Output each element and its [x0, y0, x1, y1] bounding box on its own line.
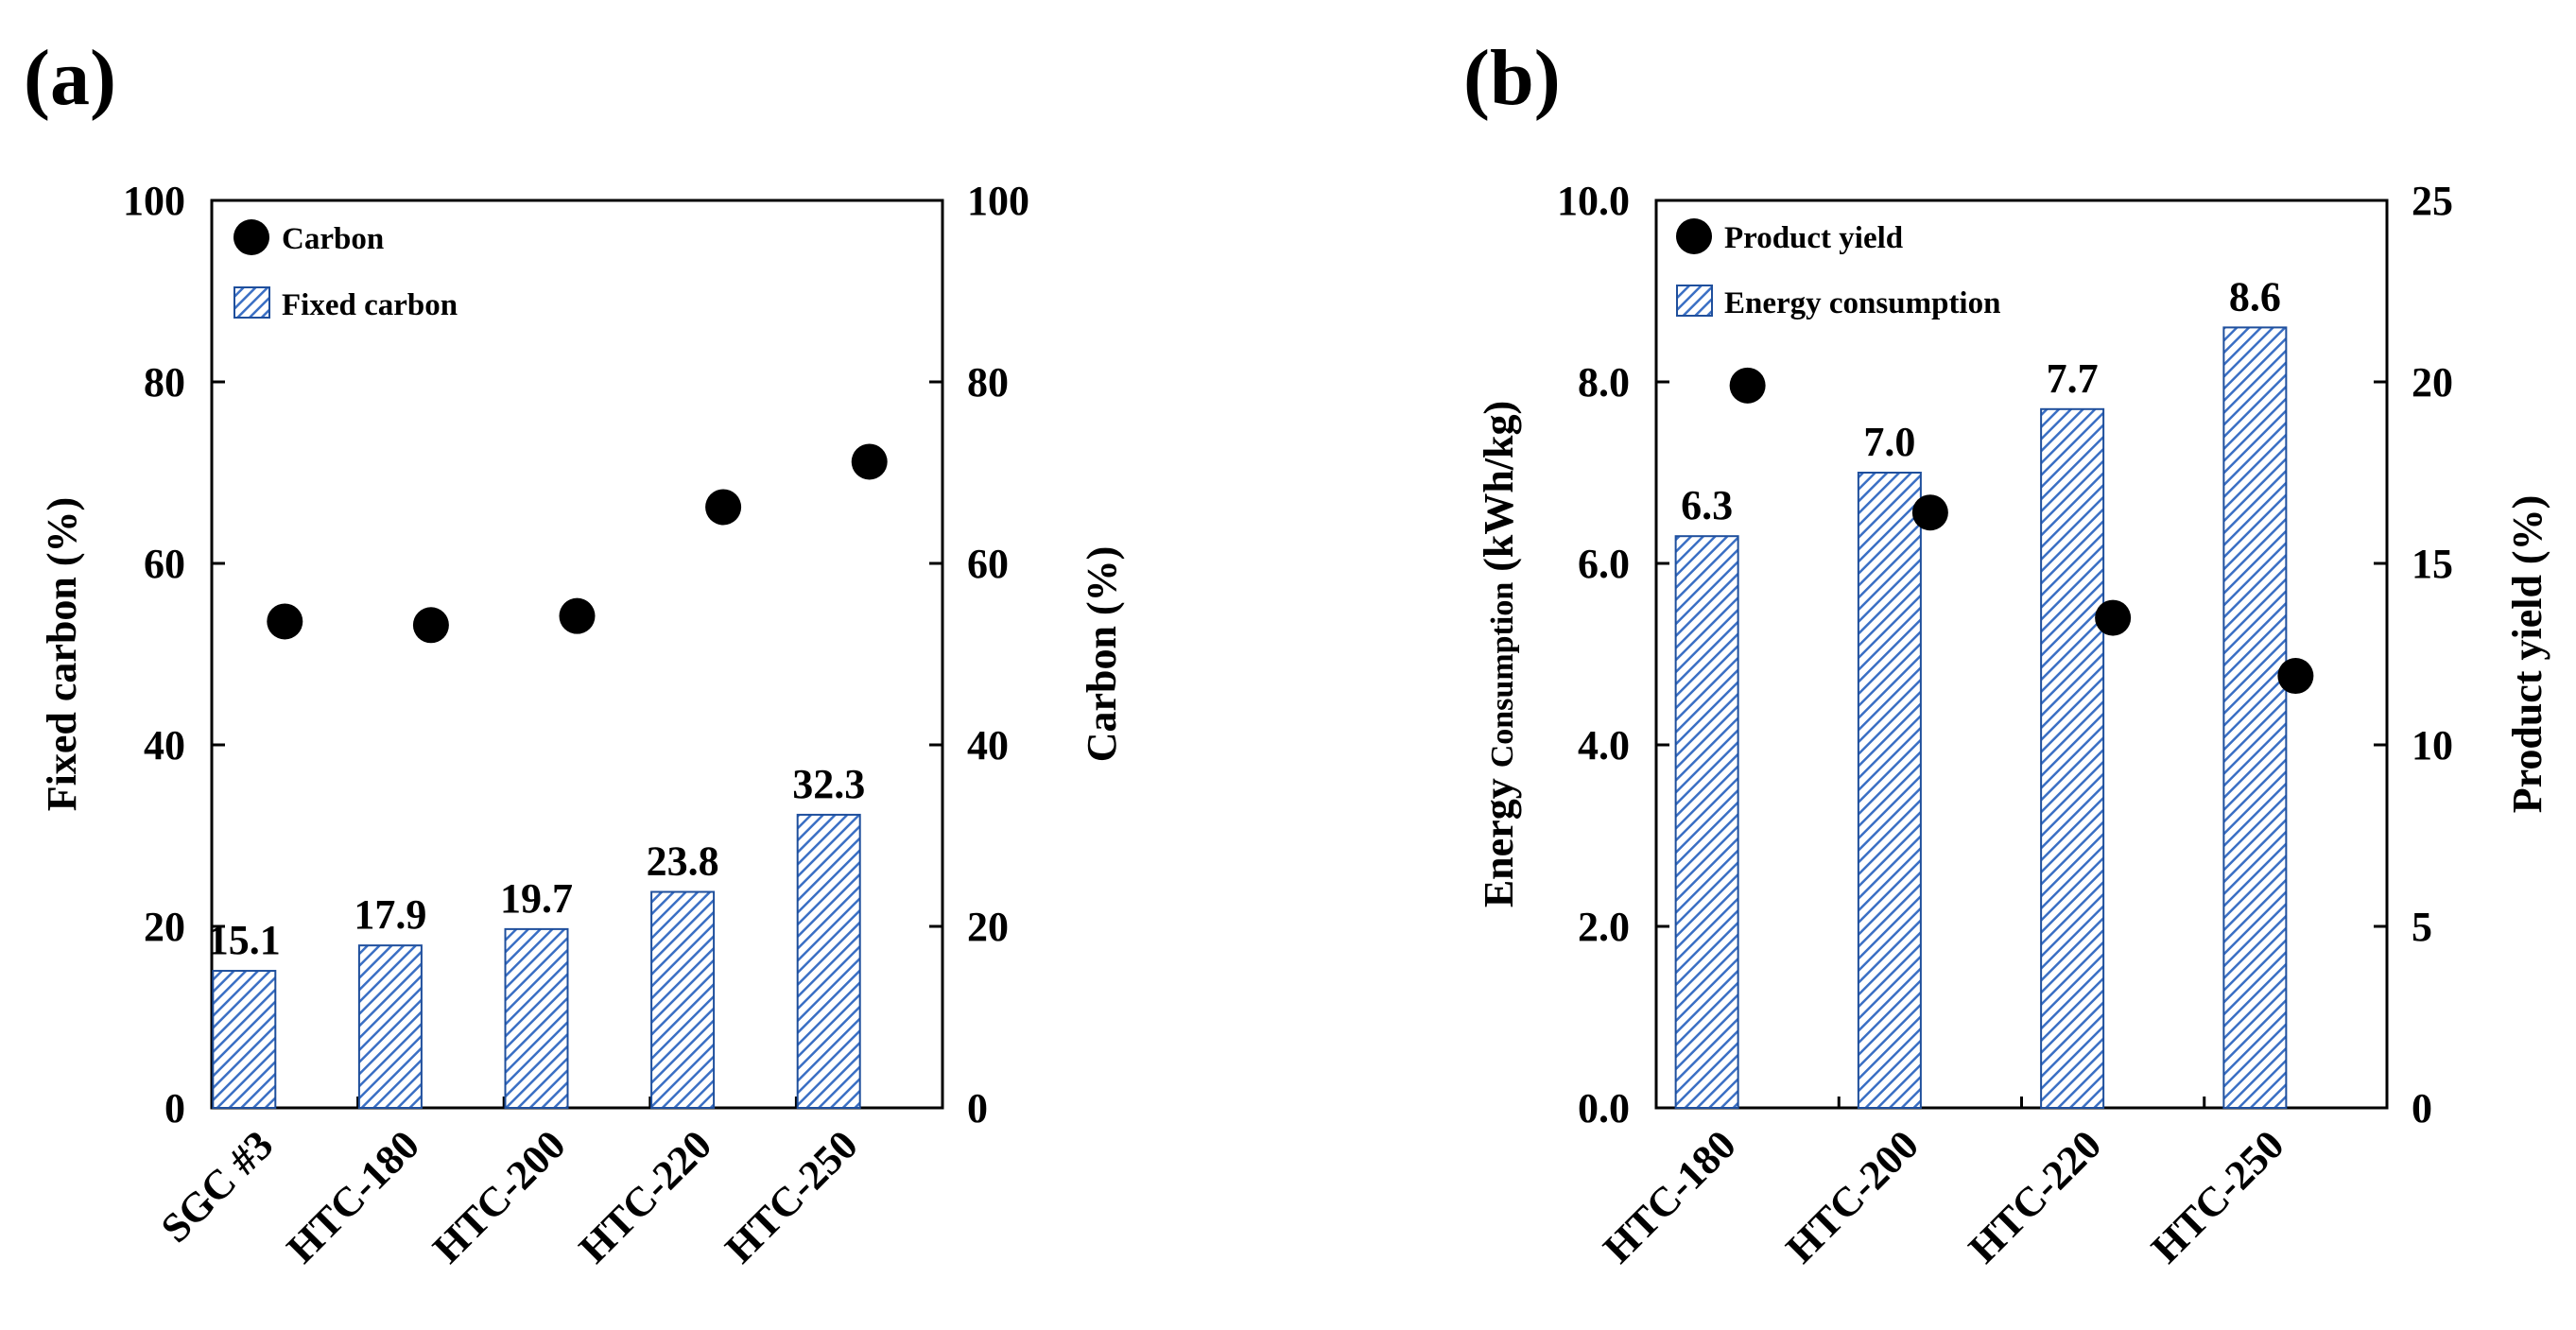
y-tick-label-right: 0 — [967, 1085, 988, 1131]
y-axis-title-left-a: Fixed carbon (%) — [39, 497, 85, 811]
y-tick-label-left: 40 — [144, 722, 185, 769]
y-axis-title-left-b-small: Consumption — [1485, 582, 1520, 769]
axis-ticks-a: 0 20 40 60 80 100 0 20 40 60 80 100 — [123, 178, 1029, 1131]
y-axis-title-right-b: Product yield (%) — [2504, 495, 2550, 814]
bar-value-label: 7.7 — [2047, 355, 2099, 402]
data-point — [1911, 494, 1948, 531]
y-tick-label-left: 0 — [164, 1085, 185, 1131]
y-tick-label-left: 4.0 — [1578, 722, 1630, 769]
y-tick-label-right: 80 — [967, 359, 1009, 406]
category-label: HTC-200 — [1777, 1121, 1928, 1271]
axis-ticks-b: 0.0 2.0 4.0 6.0 8.0 10.0 0 5 10 15 20 25 — [1557, 178, 2453, 1131]
legend-label-carbon: Carbon — [282, 222, 384, 256]
legend-b: Product yield Energy consumption — [1676, 218, 2000, 320]
y-tick-label-left: 0.0 — [1578, 1085, 1630, 1131]
y-tick-label-left: 10.0 — [1557, 178, 1630, 224]
y-tick-label-right: 25 — [2412, 178, 2453, 224]
points-b — [1729, 367, 2314, 695]
legend-label-fixed-carbon: Fixed carbon — [282, 288, 458, 322]
category-label: HTC-220 — [1960, 1121, 2110, 1271]
category-label: HTC-220 — [570, 1121, 720, 1271]
y-tick-label-left: 100 — [123, 178, 185, 224]
category-label: HTC-200 — [424, 1121, 574, 1271]
y-tick-label-left: 60 — [144, 541, 185, 587]
bar-value-label: 15.1 — [208, 917, 281, 963]
bar — [1857, 472, 1922, 1109]
legend-label-product-yield: Product yield — [1724, 221, 1903, 255]
panel-label-b: (b) — [1463, 34, 1561, 122]
legend-marker-carbon — [233, 219, 269, 255]
plot-frame-a — [210, 199, 944, 1110]
y-axis-title-left-b-unit: (kWh/kg) — [1476, 401, 1522, 572]
y-tick-label-left: 2.0 — [1578, 904, 1630, 950]
bar-value-label: 23.8 — [647, 838, 719, 885]
y-tick-label-right: 40 — [967, 722, 1009, 769]
bar — [504, 927, 569, 1109]
bar — [796, 813, 861, 1109]
y-tick-label-right: 20 — [2412, 359, 2453, 406]
y-axis-title-left-b-main: Energy — [1476, 778, 1522, 907]
y-tick-label-left: 20 — [144, 904, 185, 950]
bars-a — [212, 813, 861, 1110]
data-point — [559, 597, 596, 634]
category-label: SGC #3 — [152, 1121, 283, 1252]
legend-a: Carbon Fixed carbon — [233, 219, 458, 322]
y-axis-title-right-a: Carbon (%) — [1079, 546, 1125, 763]
data-point — [1729, 367, 1766, 404]
data-point — [2277, 658, 2314, 695]
legend-label-energy-consumption: Energy consumption — [1724, 286, 2000, 320]
data-point — [267, 603, 303, 640]
chart-panel-b: (b) 0.0 2.0 4.0 6.0 8.0 10.0 0 5 10 15 20 25 6.3 7.0… — [1463, 34, 2550, 1272]
y-tick-label-right: 10 — [2412, 722, 2453, 769]
bar — [650, 890, 716, 1110]
category-labels-b: HTC-180 HTC-200 HTC-220 HTC-250 — [1595, 1121, 2293, 1271]
y-tick-label-left: 8.0 — [1578, 359, 1630, 406]
data-labels-a: 15.1 17.9 19.7 23.8 32.3 — [208, 761, 865, 963]
data-labels-b: 6.3 7.0 7.7 8.6 — [1681, 273, 2281, 528]
bar-value-label: 7.0 — [1863, 419, 1915, 465]
bar-value-label: 6.3 — [1681, 482, 1733, 528]
y-tick-label-right: 5 — [2412, 904, 2432, 950]
category-label: HTC-250 — [2142, 1121, 2292, 1271]
bar-value-label: 8.6 — [2229, 273, 2281, 320]
bar-value-label: 17.9 — [354, 891, 426, 938]
y-tick-label-left: 6.0 — [1578, 541, 1630, 587]
data-point — [851, 443, 888, 480]
bar — [357, 944, 423, 1109]
bars-b — [1674, 326, 2288, 1109]
data-point — [705, 489, 742, 526]
y-tick-label-right: 20 — [967, 904, 1009, 950]
bar — [2222, 326, 2288, 1109]
data-point — [2095, 599, 2132, 636]
panel-label-a: (a) — [24, 34, 116, 122]
y-tick-label-right: 60 — [967, 541, 1009, 587]
bar — [2040, 407, 2105, 1109]
bar — [212, 970, 277, 1110]
points-a — [267, 443, 888, 644]
y-tick-label-right: 0 — [2412, 1085, 2432, 1131]
category-label: HTC-250 — [717, 1121, 867, 1271]
y-tick-label-left: 80 — [144, 359, 185, 406]
legend-swatch-fixed-carbon — [233, 286, 270, 319]
data-point — [412, 607, 449, 644]
y-axis-title-left-b: Energy Consumption (kWh/kg) — [1476, 401, 1522, 907]
category-label: HTC-180 — [278, 1121, 428, 1271]
category-label: HTC-180 — [1595, 1121, 1745, 1271]
chart-panel-a: (a) 0 20 40 60 80 100 0 20 40 60 80 100 15.1 17.9 19.… — [24, 34, 1125, 1272]
legend-swatch-energy-consumption — [1676, 285, 1713, 317]
legend-marker-product-yield — [1676, 218, 1712, 254]
y-tick-label-right: 100 — [967, 178, 1029, 224]
bar-value-label: 19.7 — [500, 875, 573, 922]
y-tick-label-right: 15 — [2412, 541, 2453, 587]
bar-value-label: 32.3 — [792, 761, 865, 807]
bar — [1674, 535, 1739, 1109]
